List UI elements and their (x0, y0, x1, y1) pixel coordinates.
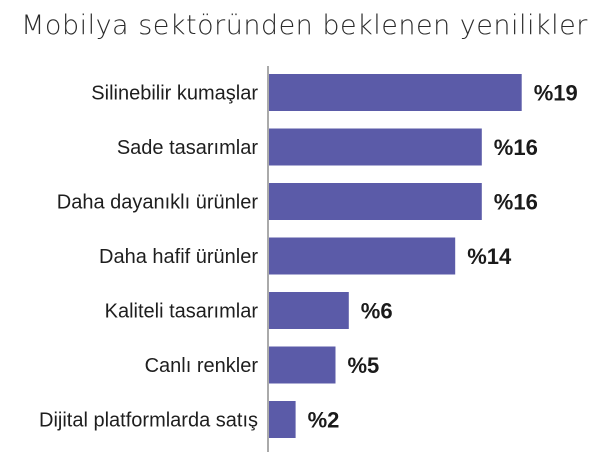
chart-title: Mobilya sektöründen beklenen yenilikler (21, 10, 588, 41)
bar-6 (269, 401, 296, 438)
value-label-3: %14 (467, 244, 512, 269)
value-label-5: %5 (348, 353, 380, 378)
bar-3 (269, 237, 456, 275)
category-label-6: Dijital platformlarda satış (39, 410, 258, 432)
value-label-0: %19 (534, 81, 578, 106)
bar-4 (269, 292, 349, 329)
category-label-2: Daha dayanıklı ürünler (57, 192, 259, 214)
value-label-4: %6 (361, 299, 393, 324)
bar-5 (269, 346, 336, 384)
category-label-1: Sade tasarımlar (117, 137, 259, 159)
bars-group: Silinebilir kumaşlar %19 Sade tasarımlar %1… (39, 74, 578, 438)
category-label-0: Silinebilir kumaşlar (91, 83, 258, 105)
value-label-2: %16 (494, 190, 538, 215)
value-label-6: %2 (308, 408, 340, 433)
value-label-1: %16 (494, 135, 538, 160)
category-label-4: Kaliteli tasarımlar (105, 301, 259, 323)
bar-2 (269, 183, 482, 220)
category-label-3: Daha hafif ürünler (99, 246, 258, 268)
category-label-5: Canlı renkler (145, 355, 259, 377)
bar-0 (269, 74, 522, 111)
bar-1 (269, 128, 482, 166)
